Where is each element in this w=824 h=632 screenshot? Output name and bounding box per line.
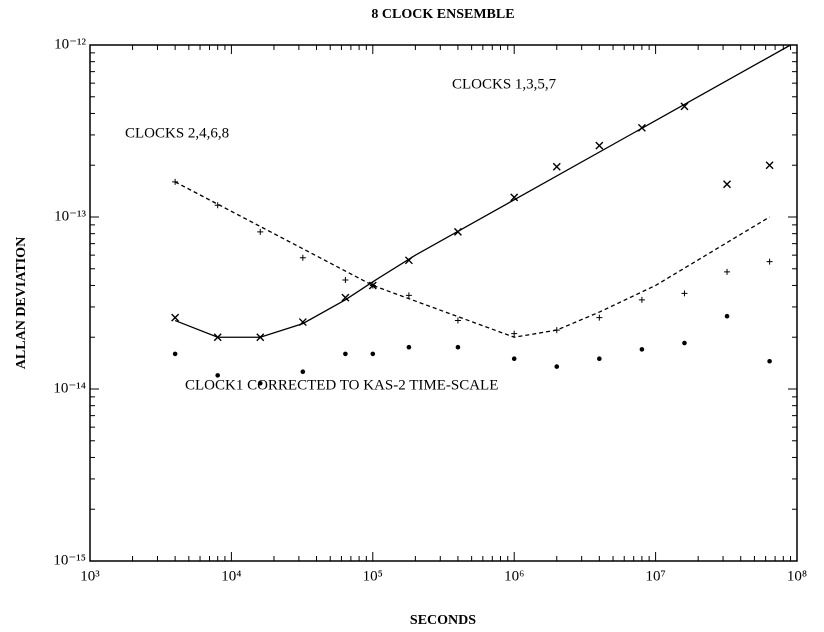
fit-line xyxy=(174,181,770,338)
x-tick-label: 10⁷ xyxy=(645,568,665,584)
dot-marker xyxy=(597,356,602,362)
dot-marker xyxy=(455,344,461,350)
x-marker xyxy=(723,180,732,189)
dot-marker xyxy=(724,313,730,319)
y-tick-label: 10⁻¹² xyxy=(54,36,86,52)
plus-marker xyxy=(299,254,306,261)
y-tick-label: 10⁻¹³ xyxy=(54,208,86,224)
dot-marker xyxy=(406,344,412,350)
chart-title: 8 CLOCK ENSEMBLE xyxy=(371,7,514,22)
x-marker xyxy=(404,256,413,265)
plus-marker xyxy=(172,178,179,185)
plus-marker xyxy=(724,268,731,275)
plus-marker xyxy=(596,314,603,321)
plus-marker xyxy=(766,258,773,265)
x-marker xyxy=(298,318,307,327)
plus-marker xyxy=(454,317,461,324)
x-marker xyxy=(256,333,265,342)
x-tick-label: 10³ xyxy=(80,568,100,584)
x-tick-label: 10⁵ xyxy=(363,568,383,584)
dot-marker xyxy=(639,347,645,352)
plot-frame xyxy=(89,44,798,562)
x-tick-label: 10⁶ xyxy=(504,568,524,584)
x-marker xyxy=(453,227,462,236)
plus-marker xyxy=(681,290,688,297)
x-marker xyxy=(171,313,180,322)
dot-marker xyxy=(343,351,348,357)
x-marker xyxy=(510,193,519,202)
x-marker xyxy=(595,141,604,150)
dot-marker xyxy=(172,351,178,357)
dot-marker xyxy=(257,380,263,386)
plus-marker xyxy=(553,327,560,334)
y-tick-label: 10⁻¹⁴ xyxy=(53,380,86,396)
dot-marker xyxy=(215,373,220,378)
plus-marker xyxy=(511,330,518,337)
plus-marker xyxy=(342,277,349,284)
x-axis-label: SECONDS xyxy=(410,613,476,628)
plus-marker xyxy=(638,296,645,303)
plus-marker xyxy=(214,202,221,209)
y-axis-label: ALLAN DEVIATION xyxy=(14,237,29,369)
series-label: CLOCKS 2,4,6,8 xyxy=(125,125,229,141)
x-tick-label: 10⁴ xyxy=(221,568,241,584)
x-marker xyxy=(552,162,561,171)
plus-marker xyxy=(257,228,264,235)
x-marker xyxy=(341,293,350,302)
x-marker xyxy=(680,102,689,111)
dot-marker xyxy=(300,369,306,375)
dot-marker xyxy=(511,356,517,362)
x-marker xyxy=(213,333,222,342)
x-marker xyxy=(637,123,646,132)
y-tick-label: 10⁻¹⁵ xyxy=(53,552,86,568)
plus-marker xyxy=(405,292,412,299)
x-marker xyxy=(765,161,774,170)
series-label: CLOCK1 CORRECTED TO KAS-2 TIME-SCALE xyxy=(185,377,498,393)
plus-marker xyxy=(369,282,376,289)
x-tick-label: 10⁸ xyxy=(787,568,807,584)
dot-marker xyxy=(554,364,560,369)
dot-marker xyxy=(767,358,772,364)
dot-marker xyxy=(370,351,376,357)
series-label: CLOCKS 1,3,5,7 xyxy=(452,76,557,92)
dot-marker xyxy=(682,340,687,346)
